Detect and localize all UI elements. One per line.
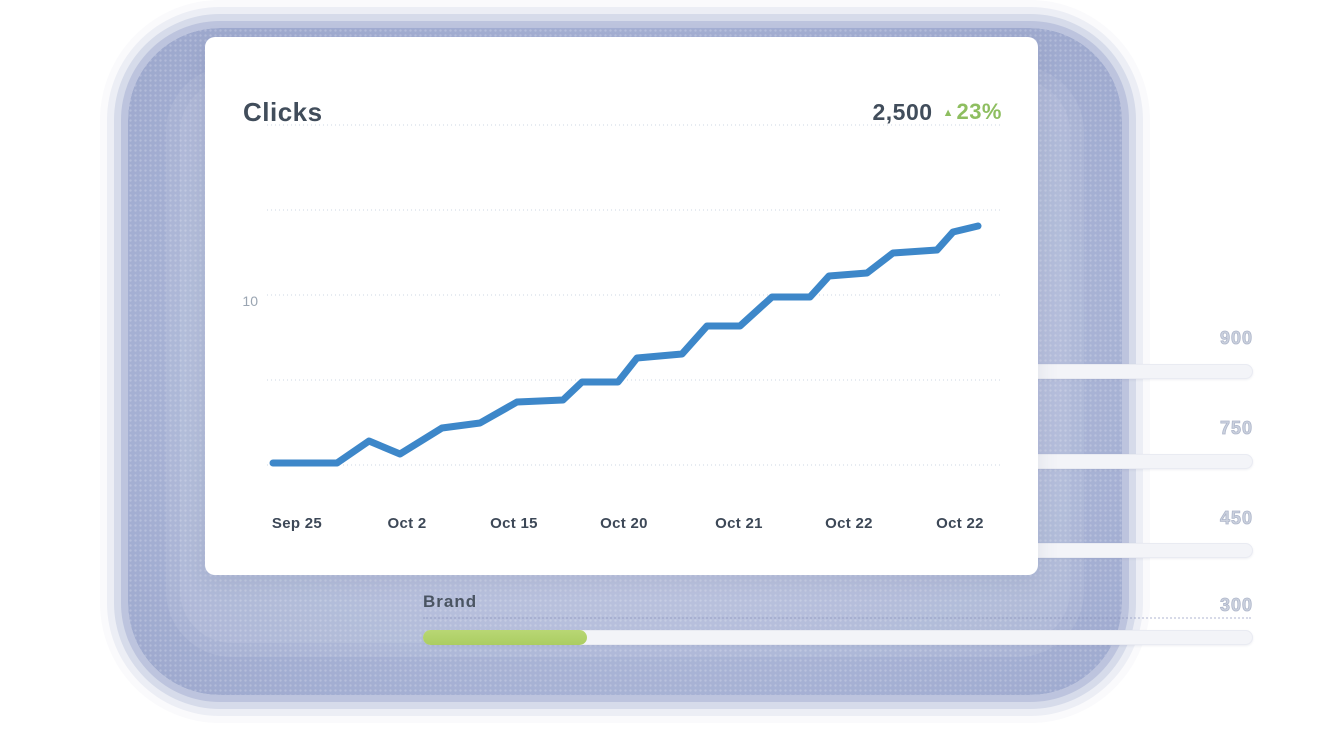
- metric-value: 750: [1219, 418, 1253, 439]
- x-axis-label: Oct 2: [387, 515, 427, 532]
- clicks-line-series: [269, 222, 982, 467]
- metric-value: 300: [1219, 595, 1253, 616]
- total-clicks-value: 2,500: [872, 98, 933, 125]
- card-title: Clicks: [243, 96, 323, 127]
- x-axis-label: Oct 20: [600, 515, 648, 532]
- x-axis-label: Oct 21: [715, 515, 763, 532]
- delta-percent: 23%: [956, 99, 1002, 124]
- x-axis-label: Sep 25: [271, 515, 323, 532]
- metric-value: 450: [1219, 508, 1253, 529]
- brand-progress-track: [423, 630, 1253, 645]
- brand-progress-fill: [423, 630, 587, 645]
- clicks-chart: [267, 124, 1002, 467]
- card-header: Clicks 2,500 ▲ 23%: [243, 95, 1002, 129]
- metric-value: 900: [1219, 328, 1253, 349]
- clicks-card: Clicks 2,500 ▲ 23% 10 Sep 25 Oct 2 Oct 1: [205, 37, 1038, 575]
- x-axis-label: Oct 22: [825, 515, 873, 532]
- gridlines: [267, 124, 1002, 466]
- y-axis-tick-label: 10: [242, 293, 258, 309]
- x-axis-label: Oct 22: [936, 515, 984, 532]
- card-stats: 2,500 ▲ 23%: [873, 99, 1003, 126]
- brand-label: Brand: [423, 592, 478, 611]
- delta-badge: ▲ 23%: [943, 99, 1002, 125]
- trend-up-icon: ▲: [942, 106, 954, 119]
- dotted-divider: [423, 617, 1251, 619]
- x-axis-label: Oct 15: [490, 515, 538, 532]
